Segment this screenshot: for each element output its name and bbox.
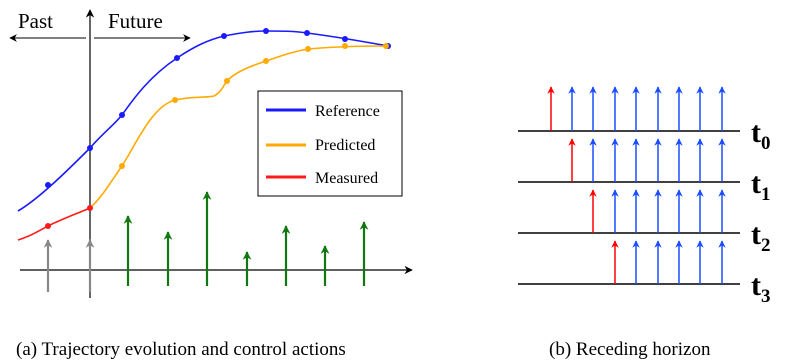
horizon-row-t2: t2: [518, 189, 771, 256]
horizon-row-t3: t3: [518, 240, 771, 307]
future-control-actions: [123, 191, 369, 286]
legend: Reference Predicted Measured: [257, 90, 403, 197]
svg-text:t0: t0: [751, 116, 771, 154]
measured-curve: [17, 207, 91, 241]
measured-points: [45, 205, 93, 229]
legend-predicted: Predicted: [315, 137, 375, 154]
legend-measured: Measured: [315, 170, 378, 187]
legend-reference: Reference: [315, 103, 380, 120]
past-label: Past: [18, 9, 53, 33]
receding-horizon-panel: t0 t1: [518, 86, 771, 360]
caption-a: (a) Trajectory evolution and control act…: [16, 339, 346, 360]
caption-b: (b) Receding horizon: [549, 339, 711, 360]
future-label: Future: [108, 9, 163, 33]
trajectory-panel: Past Future: [9, 9, 413, 360]
past-control-actions: [43, 239, 95, 292]
svg-text:t3: t3: [751, 269, 771, 307]
horizon-row-t0: t0: [518, 86, 771, 154]
horizon-row-t1: t1: [518, 138, 771, 205]
predicted-points: [119, 43, 389, 169]
reference-points: [45, 28, 391, 188]
svg-text:t2: t2: [751, 218, 771, 256]
svg-text:t1: t1: [751, 167, 771, 205]
